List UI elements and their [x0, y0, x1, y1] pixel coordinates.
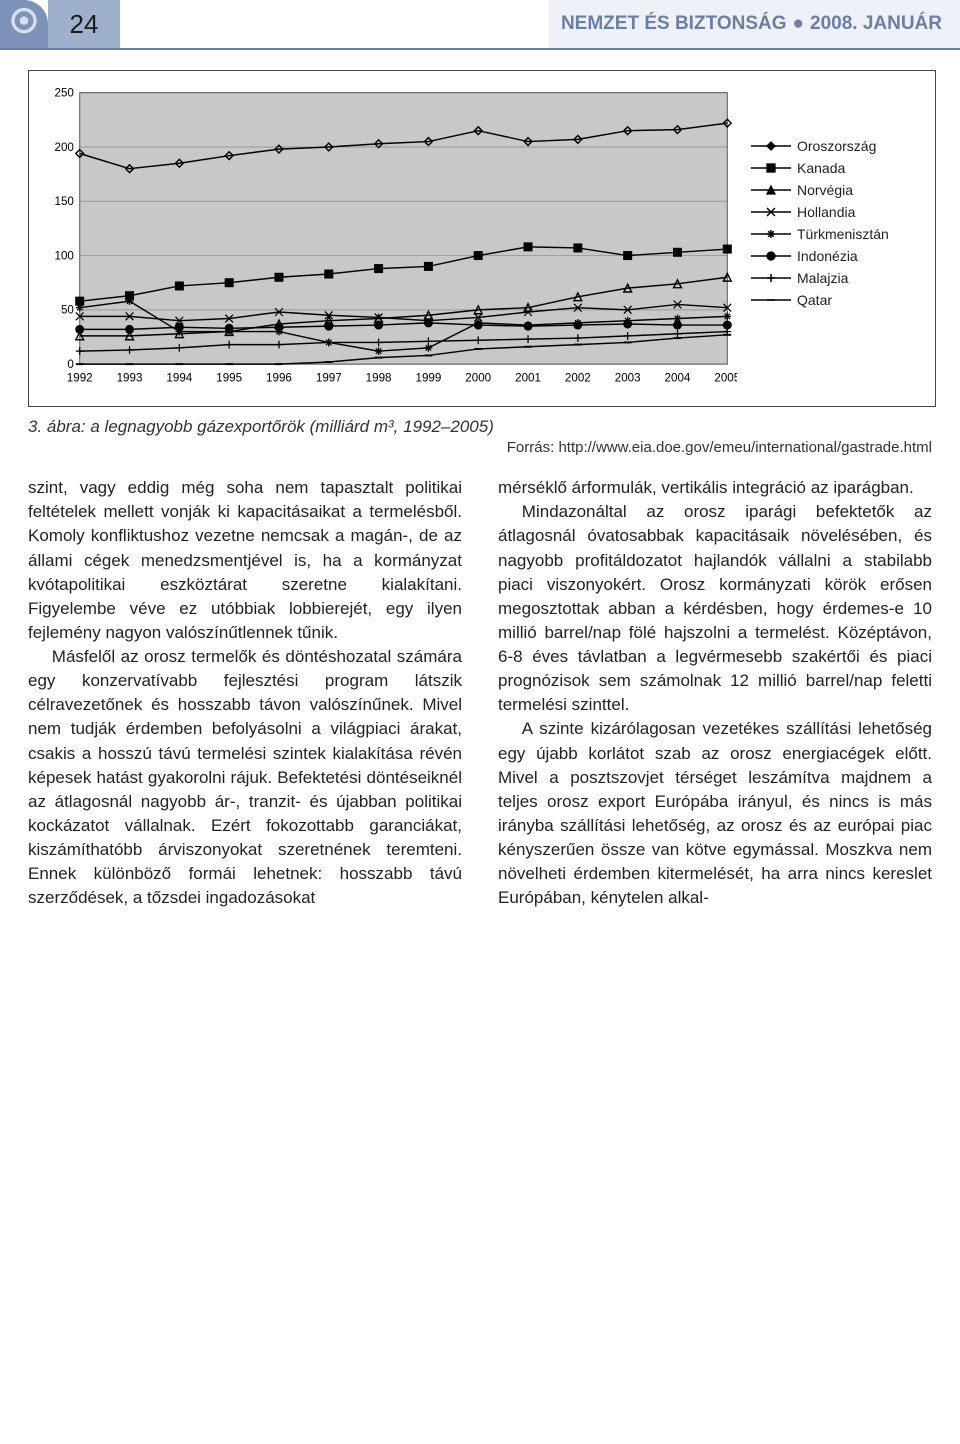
journal-issue: 2008. JANUÁR: [810, 13, 942, 35]
body-paragraph: A szinte kizárólagosan vezetékes szállít…: [498, 717, 932, 910]
svg-text:2002: 2002: [565, 372, 591, 385]
publisher-logo: [0, 0, 48, 48]
svg-text:1994: 1994: [166, 372, 192, 385]
svg-text:1998: 1998: [366, 372, 392, 385]
svg-text:250: 250: [54, 87, 74, 100]
svg-text:1995: 1995: [216, 372, 242, 385]
legend-label: Qatar: [797, 292, 832, 308]
chart-plot: 0 50 100 150 200 250 1992 1993 1994 1995 1996 1997 1…: [39, 83, 737, 398]
legend-label: Türkmenisztán: [797, 226, 889, 242]
header-rule: [0, 48, 960, 50]
svg-text:2001: 2001: [515, 372, 541, 385]
svg-text:1997: 1997: [316, 372, 342, 385]
svg-text:50: 50: [61, 304, 74, 317]
svg-text:1999: 1999: [415, 372, 441, 385]
legend-label: Indonézia: [797, 248, 858, 264]
legend-item: Indonézia: [751, 245, 921, 267]
legend-item: Türkmenisztán: [751, 223, 921, 245]
body-paragraph: mérséklő árformulák, vertikális integrác…: [498, 476, 932, 500]
svg-text:100: 100: [54, 249, 74, 262]
legend-label: Malajzia: [797, 270, 848, 286]
svg-text:2003: 2003: [615, 372, 641, 385]
legend-item: Qatar: [751, 289, 921, 311]
body-paragraph: Másfelől az orosz termelők és döntéshoza…: [28, 645, 462, 910]
column-left: szint, vagy eddig még soha nem tapasztal…: [28, 476, 462, 910]
svg-text:1993: 1993: [117, 372, 143, 385]
figure-frame: 0 50 100 150 200 250 1992 1993 1994 1995 1996 1997 1…: [28, 70, 936, 407]
legend-label: Norvégia: [797, 182, 853, 198]
column-right: mérséklő árformulák, vertikális integrác…: [498, 476, 932, 910]
legend-item: Oroszország: [751, 135, 921, 157]
logo-icon: [7, 7, 41, 41]
legend-label: Oroszország: [797, 138, 876, 154]
header-spacer: [120, 0, 549, 48]
svg-text:1992: 1992: [67, 372, 93, 385]
legend-item: Kanada: [751, 157, 921, 179]
svg-text:2005: 2005: [714, 372, 737, 385]
body-columns: szint, vagy eddig még soha nem tapasztal…: [28, 476, 932, 910]
page: 24 NEMZET ÉS BIZTONSÁG ● 2008. JANUÁR 0 5…: [0, 0, 960, 910]
svg-text:2004: 2004: [665, 372, 691, 385]
legend-item: Norvégia: [751, 179, 921, 201]
legend-item: Hollandia: [751, 201, 921, 223]
legend-label: Hollandia: [797, 204, 855, 220]
figure-caption: 3. ábra: a legnagyobb gázexportőrök (mil…: [28, 417, 932, 437]
svg-text:1996: 1996: [266, 372, 292, 385]
legend-item: Malajzia: [751, 267, 921, 289]
bullet-icon: ●: [787, 13, 810, 35]
figure-inner: 0 50 100 150 200 250 1992 1993 1994 1995 1996 1997 1…: [29, 71, 935, 406]
svg-text:2000: 2000: [465, 372, 491, 385]
legend-label: Kanada: [797, 160, 845, 176]
body-paragraph: szint, vagy eddig még soha nem tapasztal…: [28, 476, 462, 645]
svg-text:0: 0: [67, 358, 74, 371]
svg-text:150: 150: [54, 195, 74, 208]
figure-source: Forrás: http://www.eia.doe.gov/emeu/inte…: [28, 439, 932, 456]
svg-text:200: 200: [54, 141, 74, 154]
journal-title-block: NEMZET ÉS BIZTONSÁG ● 2008. JANUÁR: [549, 0, 960, 48]
page-number: 24: [48, 0, 120, 48]
body-paragraph: Mindazonáltal az orosz iparági befektető…: [498, 500, 932, 717]
page-header: 24 NEMZET ÉS BIZTONSÁG ● 2008. JANUÁR: [0, 0, 960, 48]
journal-name: NEMZET ÉS BIZTONSÁG: [561, 13, 787, 35]
line-chart: 0 50 100 150 200 250 1992 1993 1994 1995 1996 1997 1…: [39, 83, 737, 393]
chart-legend: Oroszország Kanada Norvégia Hollandia Türkme…: [737, 83, 925, 398]
